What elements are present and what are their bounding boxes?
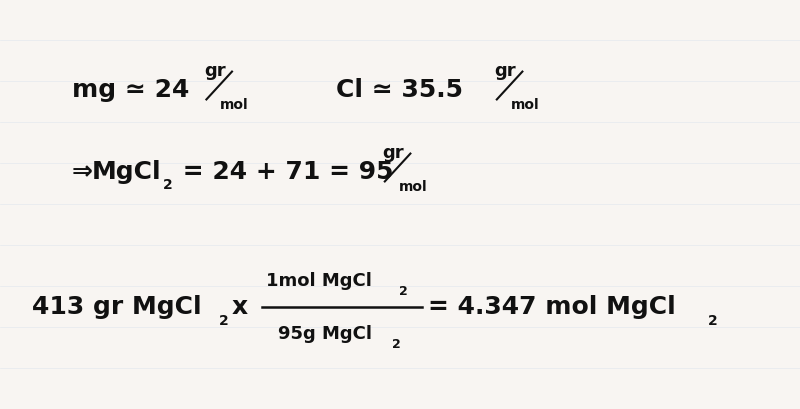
Text: mol: mol xyxy=(510,98,539,112)
Text: 95g MgCl: 95g MgCl xyxy=(278,324,372,342)
Text: = 4.347 mol MgCl: = 4.347 mol MgCl xyxy=(428,295,676,319)
Text: gr: gr xyxy=(204,62,226,80)
Text: 2: 2 xyxy=(392,337,401,350)
Text: Cl ≃ 35.5: Cl ≃ 35.5 xyxy=(336,78,463,102)
Text: 2: 2 xyxy=(218,313,228,327)
Text: 1mol MgCl: 1mol MgCl xyxy=(266,271,371,289)
Text: mol: mol xyxy=(398,180,427,194)
Text: = 24 + 71 = 95: = 24 + 71 = 95 xyxy=(174,160,394,184)
Text: gr: gr xyxy=(382,144,404,162)
Text: 2: 2 xyxy=(163,178,173,192)
Text: mol: mol xyxy=(220,98,249,112)
Text: gr: gr xyxy=(494,62,516,80)
Text: 2: 2 xyxy=(399,284,408,297)
Text: mg ≃ 24: mg ≃ 24 xyxy=(72,78,190,102)
Text: ⇒: ⇒ xyxy=(72,160,93,184)
Text: x: x xyxy=(232,295,248,319)
Text: 413 gr MgCl: 413 gr MgCl xyxy=(32,295,202,319)
Text: MgCl: MgCl xyxy=(92,160,162,184)
Text: 2: 2 xyxy=(708,313,718,327)
